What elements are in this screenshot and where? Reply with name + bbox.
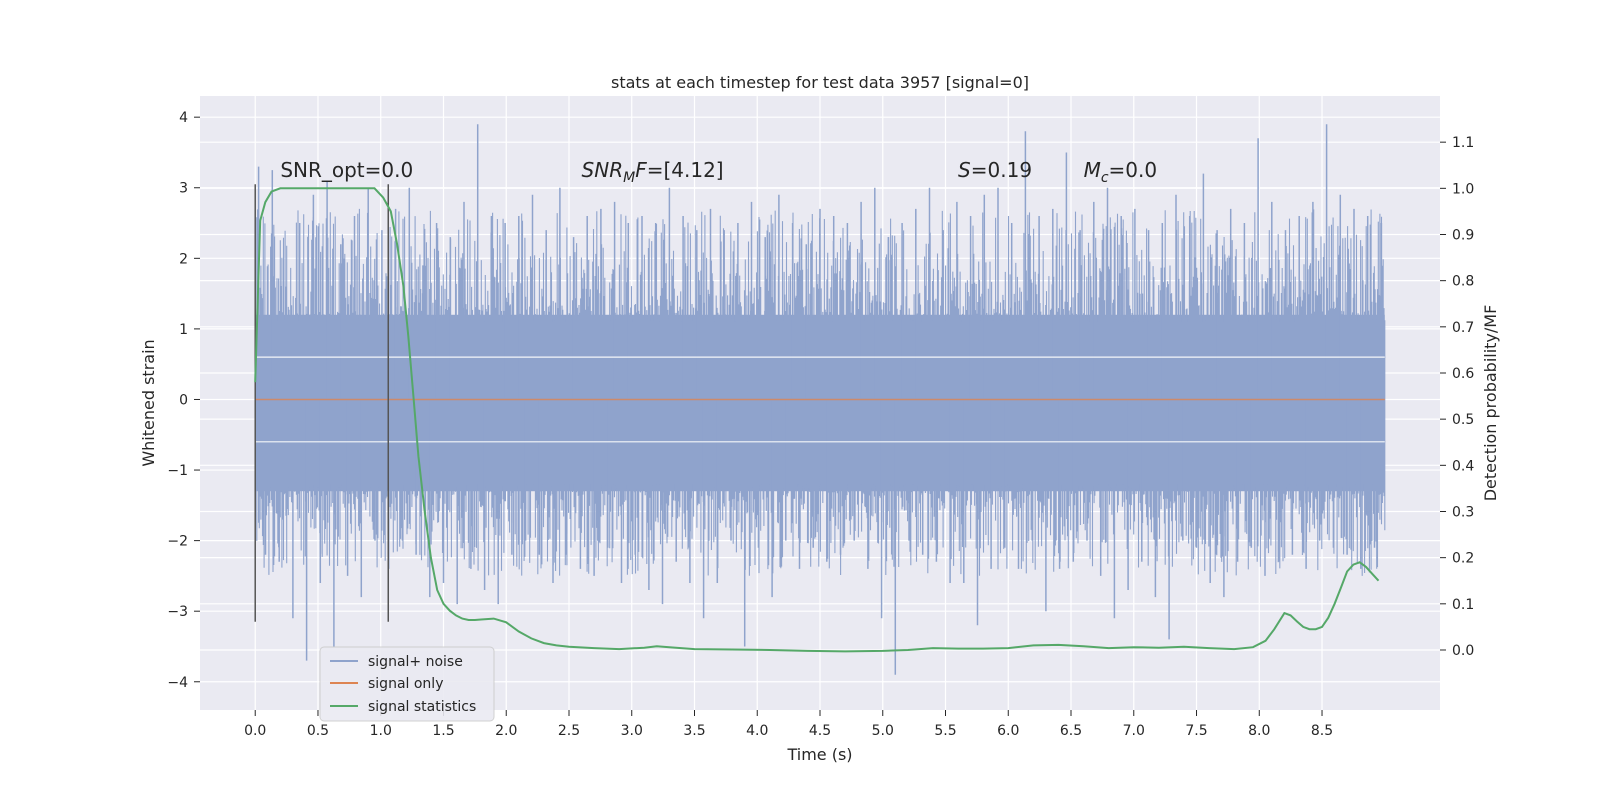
line-series bbox=[254, 184, 1385, 653]
annotations: SNR_opt=0.0 SNRMF=[4.12] S=0.19 Mc=0.0 bbox=[280, 158, 1157, 186]
right-tick-label: 0.8 bbox=[1452, 274, 1474, 290]
signal-statistics-line bbox=[254, 187, 1380, 653]
legend: signal+ noise signal only signal statist… bbox=[319, 646, 495, 722]
x-tick-label: 7.0 bbox=[1123, 723, 1145, 739]
x-tick-label: 3.0 bbox=[621, 723, 643, 739]
right-tick-label: 0.9 bbox=[1452, 227, 1474, 243]
y-tick-label: 3 bbox=[179, 181, 188, 197]
right-axis-ticks: 0.0 0.1 0.2 0.3 0.4 0.5 0.6 0.7 0.8 0.9 1.0 1.1 bbox=[1440, 135, 1474, 659]
right-tick-label: 0.2 bbox=[1452, 551, 1474, 567]
chart-title: stats at each timestep for test data 395… bbox=[611, 73, 1029, 92]
x-tick-label: 8.0 bbox=[1248, 723, 1270, 739]
right-tick-label: 0.6 bbox=[1452, 366, 1474, 382]
y-tick-label: −4 bbox=[167, 675, 188, 691]
x-tick-label: 0.5 bbox=[307, 723, 329, 739]
legend-label-signal-only: signal only bbox=[368, 676, 443, 692]
annotation-text: SNRMF=[4.12] bbox=[582, 158, 724, 186]
x-tick-label: 2.5 bbox=[558, 723, 580, 739]
y-axis-label: Whitened strain bbox=[139, 339, 158, 466]
right-tick-label: 1.0 bbox=[1452, 181, 1474, 197]
y-axis-ticks: −4 −3 −2 −1 0 1 2 3 4 bbox=[167, 110, 200, 691]
right-tick-label: 1.1 bbox=[1452, 135, 1474, 151]
x-tick-label: 4.0 bbox=[746, 723, 768, 739]
x-tick-label: 5.5 bbox=[934, 723, 956, 739]
x-tick-label: 7.5 bbox=[1185, 723, 1207, 739]
y-tick-label: −1 bbox=[167, 463, 188, 479]
y-tick-label: 0 bbox=[179, 392, 188, 408]
legend-label-signal-noise: signal+ noise bbox=[368, 654, 463, 670]
y-tick-label: 4 bbox=[179, 110, 188, 126]
right-tick-label: 0.5 bbox=[1452, 412, 1474, 428]
x-tick-label: 8.5 bbox=[1311, 723, 1333, 739]
y-tick-label: 1 bbox=[179, 322, 188, 338]
y-tick-label: −2 bbox=[167, 534, 188, 550]
x-tick-label: 6.0 bbox=[997, 723, 1019, 739]
x-tick-label: 3.5 bbox=[683, 723, 705, 739]
annotation-text: SNR_opt=0.0 bbox=[280, 158, 413, 182]
right-tick-label: 0.3 bbox=[1452, 504, 1474, 520]
legend-label-signal-statistics: signal statistics bbox=[368, 699, 476, 715]
right-tick-label: 0.7 bbox=[1452, 320, 1474, 336]
noise-series bbox=[254, 124, 1386, 675]
annotation-text: Mc=0.0 bbox=[1084, 158, 1158, 186]
y-tick-label: −3 bbox=[167, 604, 188, 620]
legend-box bbox=[319, 646, 495, 722]
x-tick-label: 5.0 bbox=[872, 723, 894, 739]
x-axis-ticks: 0.0 0.5 1.0 1.5 2.0 2.5 3.0 3.5 4.0 4.5 5.0 5.5 6.0 6… bbox=[244, 710, 1333, 739]
right-tick-label: 0.4 bbox=[1452, 458, 1474, 474]
right-tick-label: 0.0 bbox=[1452, 643, 1474, 659]
right-tick-label: 0.1 bbox=[1452, 597, 1474, 613]
right-axis-label: Detection probability/MF bbox=[1481, 305, 1500, 502]
x-tick-label: 1.0 bbox=[370, 723, 392, 739]
x-tick-label: 4.5 bbox=[809, 723, 831, 739]
x-tick-label: 2.0 bbox=[495, 723, 517, 739]
annotation-text: S=0.19 bbox=[958, 158, 1032, 182]
x-axis-label: Time (s) bbox=[786, 745, 852, 764]
x-tick-label: 6.5 bbox=[1060, 723, 1082, 739]
y-tick-label: 2 bbox=[179, 251, 188, 267]
x-tick-label: 1.5 bbox=[432, 723, 454, 739]
x-tick-label: 0.0 bbox=[244, 723, 266, 739]
